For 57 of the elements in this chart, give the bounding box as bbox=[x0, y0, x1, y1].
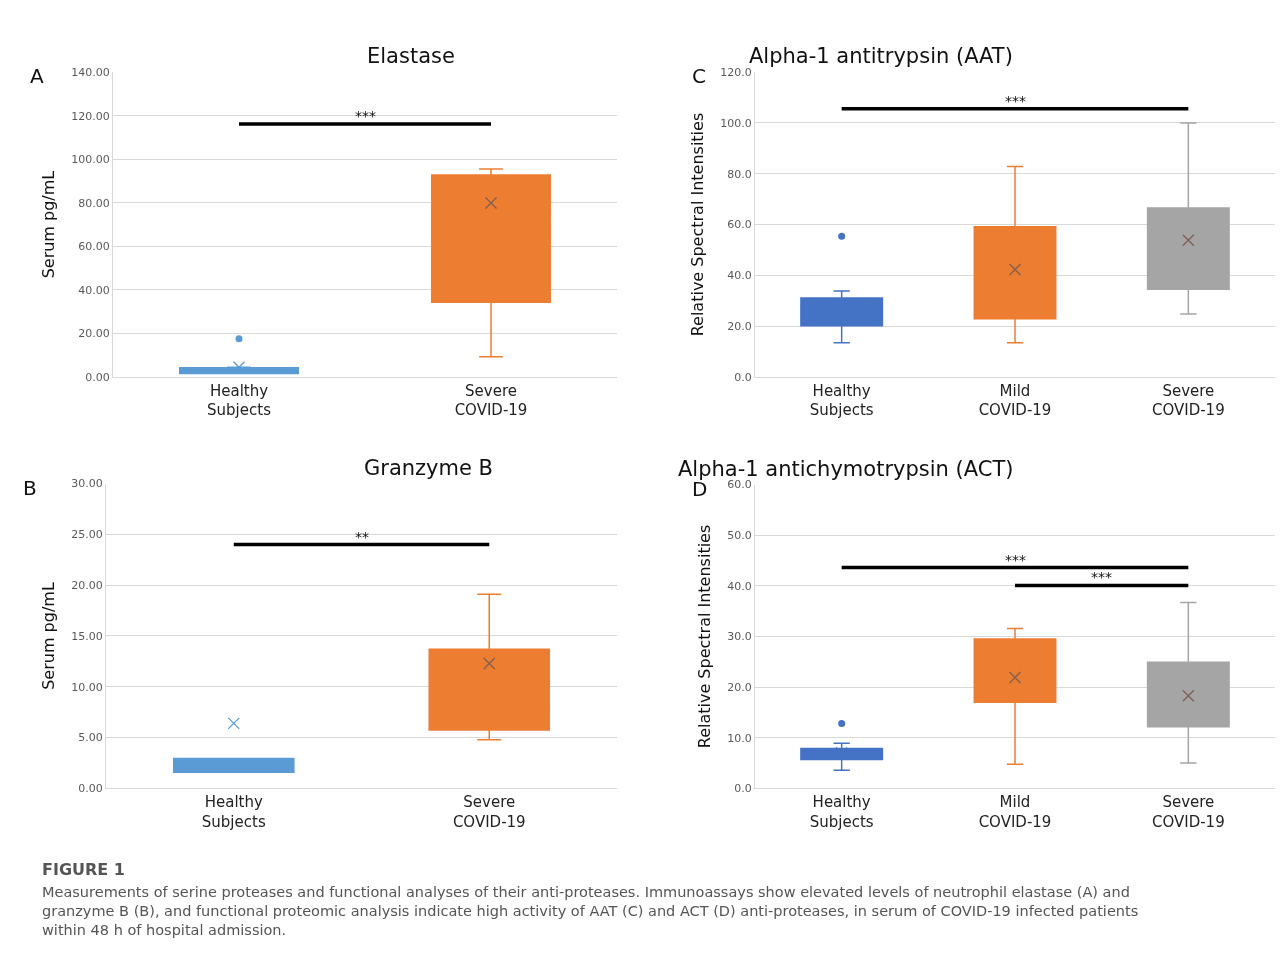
y-tick-label: 15.00 bbox=[71, 629, 103, 643]
y-tick-label: 80.00 bbox=[78, 196, 110, 210]
x-tick-label: Mild COVID-19 bbox=[978, 381, 1052, 420]
y-tick-label: 20.0 bbox=[727, 320, 752, 334]
annotation: *** bbox=[1091, 569, 1112, 585]
annotation: *** bbox=[1005, 93, 1026, 109]
y-tick-label: 60.0 bbox=[727, 218, 752, 232]
x-tick-label: Healthy Subjects bbox=[201, 793, 266, 831]
chart-subtitle: A bbox=[30, 64, 44, 88]
y-tick-label: 0.00 bbox=[85, 370, 110, 384]
y-tick-label: 20.0 bbox=[727, 680, 752, 694]
y-tick-label: 40.00 bbox=[78, 283, 110, 297]
y-tick-label: 40.0 bbox=[727, 579, 752, 593]
y-tick-label: 50.0 bbox=[727, 529, 752, 543]
y-tick-label: 10.0 bbox=[727, 731, 752, 745]
x-tick-label: Severe COVID-19 bbox=[452, 793, 526, 831]
x-tick-label: Healthy Subjects bbox=[809, 793, 874, 831]
chart-title: Granzyme B bbox=[364, 456, 493, 480]
y-axis-title: Serum pg/mL bbox=[39, 582, 59, 690]
y-tick-label: 20.00 bbox=[78, 327, 110, 341]
x-tick-label: Severe COVID-19 bbox=[454, 381, 528, 420]
y-tick-label: 80.0 bbox=[727, 167, 752, 181]
y-axis-title: Relative Spectral Intensities bbox=[688, 112, 708, 337]
y-tick-label: 120.00 bbox=[71, 109, 110, 123]
annotation: ** bbox=[355, 529, 369, 545]
y-tick-label: 60.00 bbox=[78, 240, 110, 254]
y-tick-label: 120.0 bbox=[720, 65, 752, 79]
y-tick-label: 20.00 bbox=[71, 579, 103, 593]
text: Measurements of serine proteases and functional analyses of their anti-proteases. Immunoassays show elevated levels of neutrophil elastase (A) and granzyme B (B), and functional proteomic analysis indicate high activity of AAT (C) and ACT (D) anti-proteases, in serum of COVID-19 infected patients within 48 h of hospital admission. bbox=[42, 884, 1139, 938]
x-tick-label: Severe COVID-19 bbox=[1151, 381, 1225, 420]
y-tick-label: 60.0 bbox=[727, 478, 752, 492]
x-tick-label: Healthy Subjects bbox=[809, 381, 874, 420]
y-tick-label: 30.00 bbox=[71, 477, 103, 491]
text: FIGURE 1 bbox=[42, 860, 125, 879]
y-tick-label: 25.00 bbox=[71, 528, 103, 542]
y-tick-label: 10.00 bbox=[71, 680, 103, 694]
x-tick-label: Mild COVID-19 bbox=[978, 793, 1052, 831]
y-tick-label: 40.0 bbox=[727, 269, 752, 283]
x-tick-label: Severe COVID-19 bbox=[1151, 793, 1225, 831]
y-axis-title: Serum pg/mL bbox=[39, 170, 59, 279]
y-tick-label: 140.00 bbox=[71, 65, 110, 79]
y-tick-label: 0.0 bbox=[734, 370, 752, 384]
y-tick-label: 5.00 bbox=[78, 731, 103, 745]
y-tick-label: 0.0 bbox=[734, 782, 752, 796]
y-tick-label: 0.00 bbox=[78, 782, 103, 796]
annotation: *** bbox=[1005, 552, 1026, 568]
chart-subtitle: C bbox=[692, 64, 706, 88]
y-tick-label: 100.0 bbox=[720, 116, 752, 130]
x-tick-label: Healthy Subjects bbox=[207, 381, 272, 420]
chart-title: Alpha-1 antitrypsin (AAT) bbox=[749, 44, 1013, 68]
y-tick-label: 100.00 bbox=[71, 153, 110, 167]
y-tick-label: 30.0 bbox=[727, 630, 752, 644]
chart-title: Elastase bbox=[367, 44, 455, 68]
chart-subtitle: B bbox=[23, 476, 37, 500]
annotation: *** bbox=[355, 108, 376, 124]
y-axis-title: Relative Spectral Intensities bbox=[695, 524, 715, 749]
chart-title: Alpha-1 antichymotrypsin (ACT) bbox=[678, 457, 1014, 481]
